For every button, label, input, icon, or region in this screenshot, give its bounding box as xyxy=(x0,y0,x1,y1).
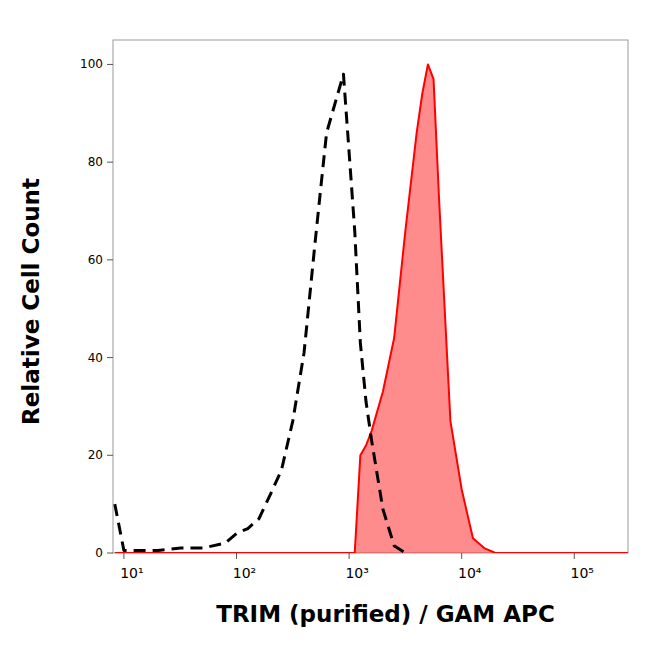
line xyxy=(115,74,406,553)
x-axis-label: TRIM (purified) / GAM APC xyxy=(216,601,555,627)
y-tick-label: 60 xyxy=(88,253,103,267)
x-tick-label: 10³ xyxy=(345,565,368,581)
area-fill xyxy=(115,64,628,553)
y-tick xyxy=(107,259,113,260)
y-tick xyxy=(107,357,113,358)
area-line xyxy=(115,64,628,553)
y-tick xyxy=(107,162,113,163)
y-axis-label: Relative Cell Count xyxy=(18,178,44,425)
chart-container: 0 20 40 60 80 100 10¹ 10² 10³ 10⁴ 10⁵ TRIM (purifie… xyxy=(0,0,650,645)
y-tick-label: 80 xyxy=(88,155,103,169)
y-tick-label: 0 xyxy=(95,546,103,560)
plot-frame xyxy=(113,40,628,553)
y-tick-label: 100 xyxy=(80,57,103,71)
x-tick-label: 10⁴ xyxy=(458,565,482,581)
y-tick xyxy=(107,455,113,456)
y-tick-label: 20 xyxy=(88,448,103,462)
x-tick-label: 10¹ xyxy=(120,565,143,581)
chart-svg: 0 20 40 60 80 100 10¹ 10² 10³ 10⁴ 10⁵ TRIM (purifie… xyxy=(0,0,650,645)
x-tick xyxy=(574,553,575,559)
x-tick xyxy=(349,553,350,559)
x-tick-label: 10² xyxy=(233,565,256,581)
x-tick xyxy=(236,553,237,559)
x-tick xyxy=(123,553,124,559)
y-tick-label: 40 xyxy=(88,351,103,365)
x-tick-label: 10⁵ xyxy=(571,565,594,581)
y-tick xyxy=(107,64,113,65)
y-tick xyxy=(107,553,113,554)
x-tick xyxy=(461,553,462,559)
plot-data xyxy=(115,64,628,553)
